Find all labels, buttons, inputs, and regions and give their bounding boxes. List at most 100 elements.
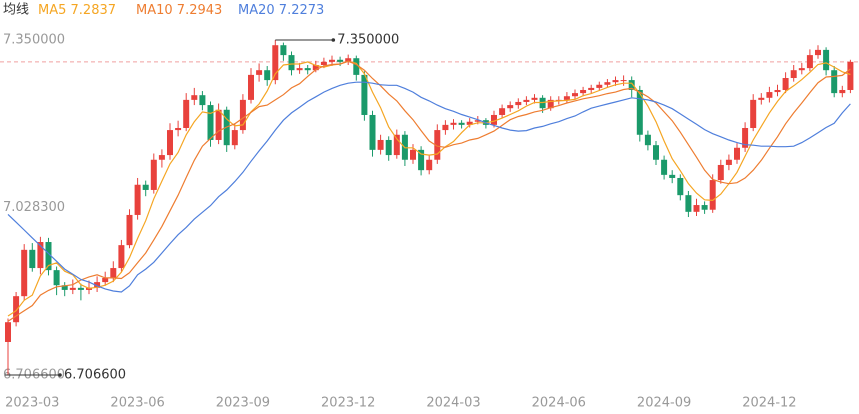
candle-body — [563, 96, 570, 100]
candle-body — [215, 109, 222, 140]
candle-body — [102, 277, 109, 283]
candle-body — [296, 68, 303, 71]
candle-body — [458, 122, 465, 125]
candle-body — [717, 164, 724, 181]
candle-body — [596, 84, 603, 88]
candle-body — [669, 174, 676, 178]
candle-body — [393, 134, 400, 156]
candle-body — [725, 159, 732, 165]
candle-body — [329, 59, 335, 62]
candle-body — [199, 95, 206, 106]
candle-body — [742, 127, 749, 148]
x-tick-label: 2024-03 — [426, 396, 480, 411]
legend-title: 均线 — [3, 3, 29, 18]
candle-body — [256, 70, 263, 75]
candle-body — [612, 80, 619, 83]
candle-body — [677, 177, 684, 196]
candle-body — [758, 97, 765, 100]
x-tick-label: 2023-12 — [321, 396, 375, 411]
candle-body — [426, 159, 433, 171]
candle-body — [798, 68, 805, 71]
candle-body — [507, 105, 514, 109]
legend-value: 7.2837 — [71, 3, 117, 18]
candle-body — [377, 139, 384, 150]
candle-body — [766, 92, 773, 98]
candle-body — [167, 130, 173, 156]
candle-body — [183, 99, 190, 128]
candle-body — [815, 49, 821, 56]
candle-body — [248, 74, 254, 100]
candle-body — [239, 99, 246, 131]
candle-body — [790, 70, 797, 79]
candle-body — [685, 195, 692, 212]
candle-body — [709, 180, 716, 210]
candle-body — [531, 97, 538, 100]
max-dot — [331, 38, 336, 42]
x-tick-label: 2024-06 — [532, 396, 586, 411]
candle-body — [410, 149, 416, 160]
candle-body — [847, 61, 854, 90]
candle-body — [572, 93, 578, 97]
candle-body — [150, 159, 157, 190]
candle-body — [264, 70, 271, 81]
candle-body — [110, 268, 117, 278]
candle-body — [29, 249, 36, 269]
candle-body — [94, 282, 101, 288]
candle-body — [636, 89, 643, 135]
ma-line — [7, 60, 851, 322]
candle-body — [547, 99, 554, 109]
candle-body — [701, 205, 708, 210]
candle-body — [604, 82, 611, 85]
candle-body — [523, 99, 530, 102]
candle-body — [272, 45, 279, 81]
min-label: 6.706600 — [64, 368, 126, 383]
candle-body — [442, 124, 449, 131]
legend-name: MA10 — [136, 3, 173, 18]
candle-body — [588, 87, 595, 90]
candle-body — [385, 139, 392, 156]
candle-body — [61, 285, 68, 290]
candle-body — [304, 68, 311, 71]
candle-body — [661, 159, 668, 175]
candle-body — [37, 242, 44, 269]
candle-body — [337, 59, 344, 62]
candle-body — [118, 245, 125, 269]
candle-body — [418, 149, 425, 171]
candle-body — [782, 78, 789, 90]
candle-body — [515, 101, 522, 106]
legend-entry: MA10 7.2943 — [136, 3, 222, 18]
candle-body — [466, 121, 473, 125]
candle-body — [620, 80, 627, 82]
candle-body — [353, 58, 360, 75]
x-tick-label: 2023-09 — [216, 396, 270, 411]
candle-body — [53, 270, 60, 286]
legend-value: 7.2943 — [177, 3, 223, 18]
candle-body — [231, 130, 238, 146]
y-tick-label: 7.350000 — [3, 33, 65, 48]
candle-body — [774, 89, 781, 93]
candle-body — [13, 296, 20, 323]
legend-value: 7.2273 — [279, 3, 325, 18]
candle-body — [45, 242, 52, 271]
y-tick-label: 7.028300 — [3, 200, 65, 215]
candle-body — [750, 99, 757, 128]
legend-name: MA20 — [238, 3, 275, 18]
candle-body — [280, 45, 287, 56]
candle-body — [134, 184, 141, 215]
candle-body — [806, 55, 813, 69]
candle-body — [207, 105, 214, 140]
x-tick-label: 2023-03 — [5, 396, 59, 411]
legend-name: MA5 — [38, 3, 66, 18]
candle-body — [77, 287, 84, 290]
candle-body — [499, 108, 506, 115]
candle-body — [734, 147, 740, 160]
x-tick-label: 2024-12 — [742, 396, 796, 411]
candle-body — [450, 122, 457, 125]
ma-line — [7, 81, 851, 293]
candle-body — [69, 287, 76, 290]
candle-body — [653, 145, 659, 160]
candle-body — [288, 55, 295, 71]
candle-body — [580, 89, 587, 94]
